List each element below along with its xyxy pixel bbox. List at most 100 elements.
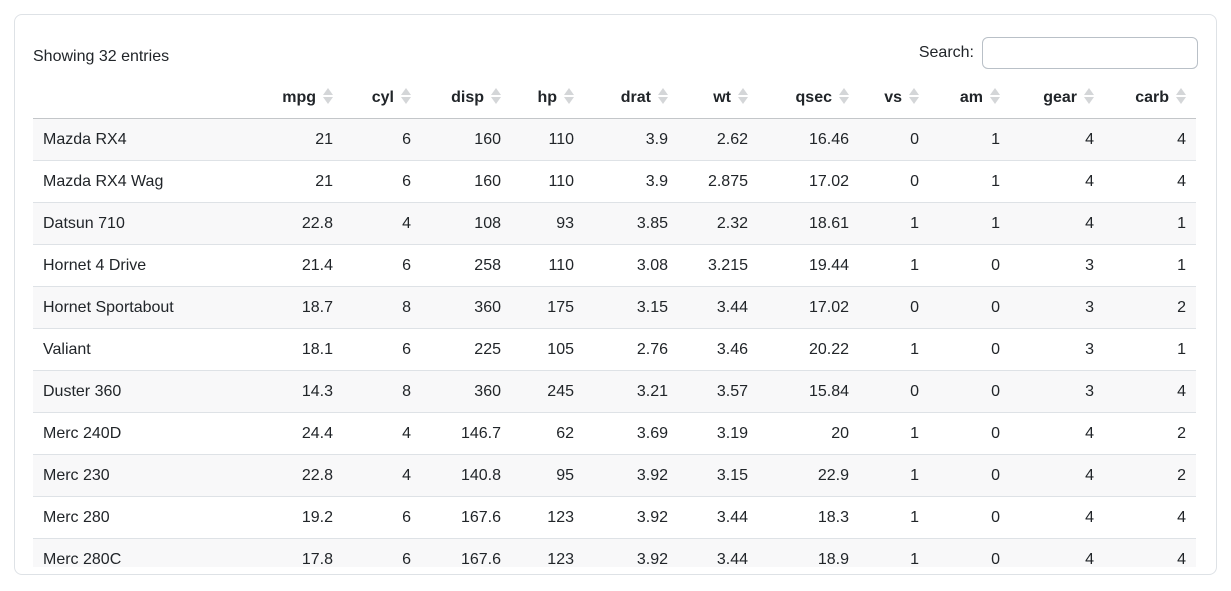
data-cell: 4 — [1010, 202, 1104, 245]
search-input[interactable] — [982, 37, 1198, 69]
data-cell: 1 — [859, 328, 929, 371]
column-header-vs[interactable]: vs — [859, 77, 929, 119]
table-row: Mazda RX4 21 6 160 110 3.9 2.62 16.46 0 1 4 4 — [33, 118, 1196, 161]
data-cell: 15.84 — [758, 370, 859, 413]
data-cell: 0 — [929, 412, 1010, 455]
column-label: hp — [537, 89, 557, 106]
column-label: gear — [1043, 89, 1077, 106]
column-header-disp[interactable]: disp — [421, 77, 511, 119]
data-cell: 4 — [1010, 496, 1104, 539]
data-cell: 4 — [1010, 160, 1104, 203]
data-cell: 18.7 — [243, 286, 343, 329]
column-header-qsec[interactable]: qsec — [758, 77, 859, 119]
data-cell: 18.3 — [758, 496, 859, 539]
data-cell: 2.76 — [584, 328, 678, 371]
column-label: carb — [1135, 89, 1169, 106]
data-cell: 0 — [929, 370, 1010, 413]
data-cell: 22.8 — [243, 454, 343, 497]
data-cell: 62 — [511, 412, 584, 455]
data-cell: 1 — [1104, 328, 1196, 371]
data-cell: 3.44 — [678, 496, 758, 539]
row-name-cell: Datsun 710 — [33, 202, 243, 245]
data-cell: 3 — [1010, 286, 1104, 329]
sort-both-icon — [738, 88, 748, 104]
column-header-mpg[interactable]: mpg — [243, 77, 343, 119]
data-cell: 360 — [421, 286, 511, 329]
data-cell: 24.4 — [243, 412, 343, 455]
column-header-drat[interactable]: drat — [584, 77, 678, 119]
data-table: mpg cyl disp hp drat wt qsec vs am gear carb Mazda… — [33, 77, 1196, 567]
sort-both-icon — [658, 88, 668, 104]
sort-both-icon — [564, 88, 574, 104]
sort-both-icon — [1084, 88, 1094, 104]
data-cell: 3.44 — [678, 286, 758, 329]
column-label: am — [959, 89, 983, 106]
row-name-cell: Hornet 4 Drive — [33, 244, 243, 287]
data-cell: 21 — [243, 160, 343, 203]
data-cell: 6 — [343, 538, 421, 567]
data-cell: 0 — [929, 328, 1010, 371]
data-cell: 167.6 — [421, 496, 511, 539]
data-cell: 4 — [343, 454, 421, 497]
data-cell: 1 — [859, 496, 929, 539]
data-cell: 6 — [343, 118, 421, 161]
table-row: Duster 360 14.3 8 360 245 3.21 3.57 15.84 0 0 3 4 — [33, 370, 1196, 413]
data-cell: 20 — [758, 412, 859, 455]
data-cell: 8 — [343, 286, 421, 329]
header-row: mpg cyl disp hp drat wt qsec vs am gear carb — [33, 77, 1196, 119]
data-cell: 3.92 — [584, 454, 678, 497]
data-cell: 140.8 — [421, 454, 511, 497]
row-name-cell: Mazda RX4 Wag — [33, 160, 243, 203]
column-label: qsec — [795, 89, 832, 106]
data-cell: 1 — [859, 538, 929, 567]
data-cell: 3 — [1010, 244, 1104, 287]
data-cell: 3.46 — [678, 328, 758, 371]
data-cell: 17.02 — [758, 160, 859, 203]
data-cell: 3.44 — [678, 538, 758, 567]
column-header-carb[interactable]: carb — [1104, 77, 1196, 119]
table-row: Valiant 18.1 6 225 105 2.76 3.46 20.22 1 0 3 1 — [33, 328, 1196, 371]
data-cell: 110 — [511, 160, 584, 203]
data-cell: 17.02 — [758, 286, 859, 329]
table-row: Merc 240D 24.4 4 146.7 62 3.69 3.19 20 1 0 4 2 — [33, 412, 1196, 455]
data-cell: 19.2 — [243, 496, 343, 539]
column-header-am[interactable]: am — [929, 77, 1010, 119]
data-cell: 4 — [1104, 496, 1196, 539]
data-cell: 1 — [1104, 244, 1196, 287]
column-header-gear[interactable]: gear — [1010, 77, 1104, 119]
data-cell: 3.92 — [584, 496, 678, 539]
data-cell: 105 — [511, 328, 584, 371]
column-header-cyl[interactable]: cyl — [343, 77, 421, 119]
row-name-cell: Merc 280C — [33, 538, 243, 567]
data-cell: 3.21 — [584, 370, 678, 413]
data-cell: 1 — [929, 202, 1010, 245]
entries-info: Showing 32 entries — [33, 48, 170, 65]
data-cell: 3.19 — [678, 412, 758, 455]
data-cell: 2 — [1104, 412, 1196, 455]
data-cell: 146.7 — [421, 412, 511, 455]
data-cell: 0 — [859, 286, 929, 329]
table-row: Hornet 4 Drive 21.4 6 258 110 3.08 3.215 19.44 1… — [33, 244, 1196, 287]
data-cell: 4 — [1010, 118, 1104, 161]
table-row: Mazda RX4 Wag 21 6 160 110 3.9 2.875 17.02 0 1 4 4 — [33, 160, 1196, 203]
column-header-hp[interactable]: hp — [511, 77, 584, 119]
data-cell: 2.32 — [678, 202, 758, 245]
data-cell: 1 — [859, 244, 929, 287]
data-cell: 160 — [421, 160, 511, 203]
row-name-cell: Hornet Sportabout — [33, 286, 243, 329]
data-cell: 3.215 — [678, 244, 758, 287]
data-cell: 0 — [929, 454, 1010, 497]
data-cell: 21.4 — [243, 244, 343, 287]
data-cell: 6 — [343, 244, 421, 287]
column-header-wt[interactable]: wt — [678, 77, 758, 119]
data-cell: 3.57 — [678, 370, 758, 413]
data-cell: 175 — [511, 286, 584, 329]
data-cell: 4 — [1010, 454, 1104, 497]
data-cell: 0 — [929, 286, 1010, 329]
data-cell: 3 — [1010, 370, 1104, 413]
row-name-cell: Merc 240D — [33, 412, 243, 455]
data-cell: 3.69 — [584, 412, 678, 455]
data-cell: 3.15 — [584, 286, 678, 329]
row-name-cell: Merc 280 — [33, 496, 243, 539]
data-cell: 18.1 — [243, 328, 343, 371]
